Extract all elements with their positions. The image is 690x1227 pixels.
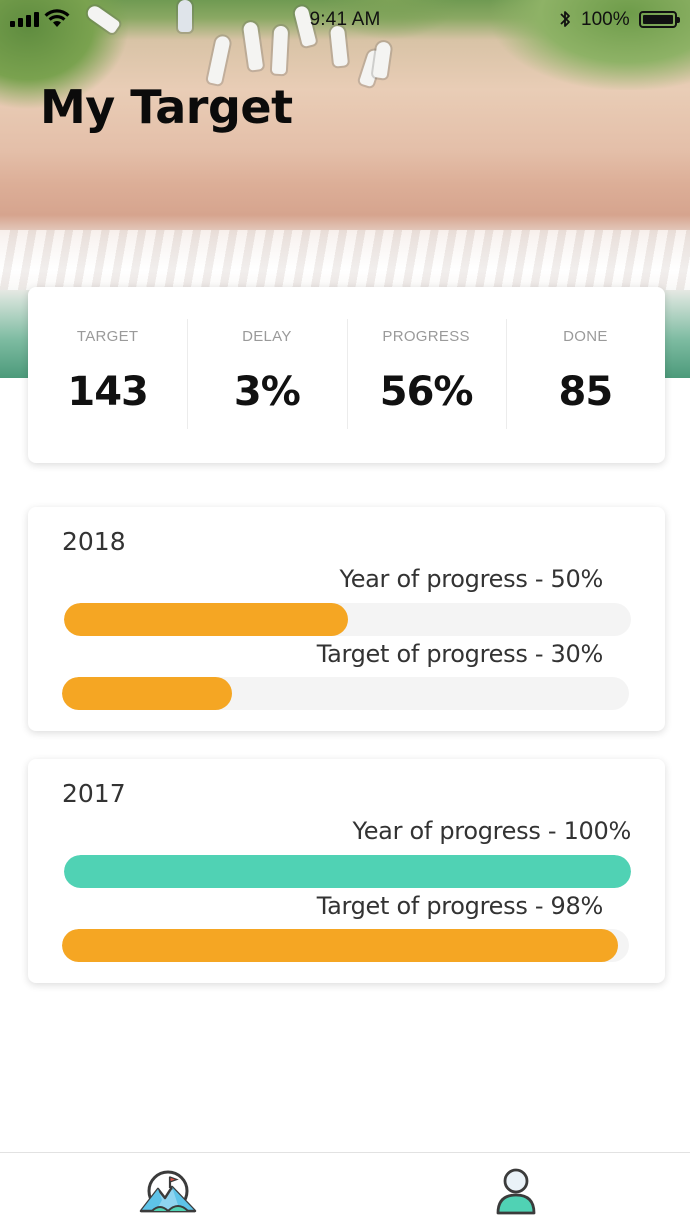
mountain-flag-icon	[139, 1170, 197, 1213]
tab-bar	[0, 1152, 690, 1227]
status-time: 9:41 AM	[309, 9, 381, 30]
stat-label: DONE	[563, 328, 608, 345]
target-progress-bar	[62, 929, 629, 962]
stat-progress: PROGRESS 56%	[346, 319, 506, 429]
signal-strength-icon	[10, 12, 39, 27]
target-progress-bar	[62, 677, 629, 710]
stat-value: 3%	[233, 369, 301, 415]
stat-delay: DELAY 3%	[187, 319, 346, 429]
wifi-icon	[44, 8, 70, 33]
stat-label: TARGET	[76, 328, 139, 345]
boat	[178, 0, 192, 32]
stat-value: 85	[558, 369, 614, 415]
surf-foam	[0, 230, 690, 290]
year-progress-label: Year of progress - 100%	[352, 817, 632, 845]
boat	[372, 41, 392, 79]
year-progress-fill	[64, 603, 348, 636]
battery-icon	[639, 11, 680, 28]
target-progress-label: Target of progress - 98%	[316, 892, 604, 920]
stat-label: DELAY	[242, 328, 292, 345]
boat	[207, 35, 231, 85]
bluetooth-icon	[558, 8, 572, 35]
year-title: 2017	[62, 779, 126, 808]
target-progress-label: Target of progress - 30%	[316, 640, 604, 668]
stat-value: 56%	[379, 369, 474, 415]
target-progress-fill	[62, 929, 618, 962]
target-progress-fill	[62, 677, 233, 710]
tab-profile[interactable]	[486, 1167, 546, 1215]
status-bar: 9:41 AM 100%	[0, 0, 690, 40]
page-title: My Target	[40, 80, 293, 134]
person-icon	[496, 1168, 536, 1215]
year-progress-label: Year of progress - 50%	[339, 565, 604, 593]
stat-done: DONE 85	[505, 319, 665, 429]
stat-target: TARGET 143	[28, 319, 187, 429]
year-card-2018[interactable]: 2018 Year of progress - 50% Target of pr…	[28, 507, 665, 731]
stat-label: PROGRESS	[382, 328, 470, 345]
tab-target[interactable]	[138, 1167, 198, 1215]
stat-value: 143	[67, 369, 149, 415]
year-progress-fill	[64, 855, 631, 888]
year-card-2017[interactable]: 2017 Year of progress - 100% Target of p…	[28, 759, 665, 983]
year-progress-bar	[64, 855, 631, 888]
year-progress-bar	[64, 603, 631, 636]
year-title: 2018	[62, 527, 126, 556]
battery-percentage: 100%	[581, 9, 630, 30]
stats-card: TARGET 143 DELAY 3% PROGRESS 56% DONE 85	[28, 287, 665, 463]
